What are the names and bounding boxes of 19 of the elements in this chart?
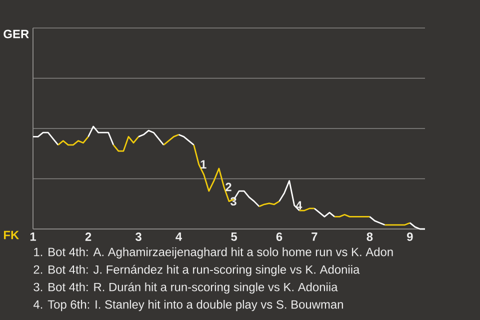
annotation: 3 [230, 197, 236, 206]
text: FK [4, 230, 20, 240]
x-tick-label: 1 [30, 232, 36, 241]
x-tick-label: 9 [407, 232, 413, 241]
annotation: 2 [226, 182, 232, 192]
x-tick-label: 6 [276, 232, 282, 241]
x-tick-label: 8 [366, 232, 373, 241]
annotation: 4 [296, 201, 302, 210]
text: 4. Top 6th: I. Stanley hit into a double play vs S. Bouwman [33, 300, 343, 312]
annotation: 1 [200, 160, 206, 169]
text: 1. Bot 4th: A. Aghamirzaeijenaghard hit a solo home run vs K. Adon [34, 247, 393, 259]
x-tick-label: 2 [85, 232, 92, 241]
text: 3. Bot 4th: R. Durán hit a run-scoring single vs K. Adoniia [34, 282, 338, 294]
x-tick-label: 5 [231, 232, 238, 241]
x-tick-label: 3 [135, 232, 142, 242]
x-tick-label: 4 [176, 232, 182, 241]
text: 2. Bot 4th: J. Fernández hit a run-scoring single vs K. Adoniia [34, 264, 360, 276]
x-tick-label: 7 [312, 232, 318, 241]
text: GER [4, 30, 29, 38]
